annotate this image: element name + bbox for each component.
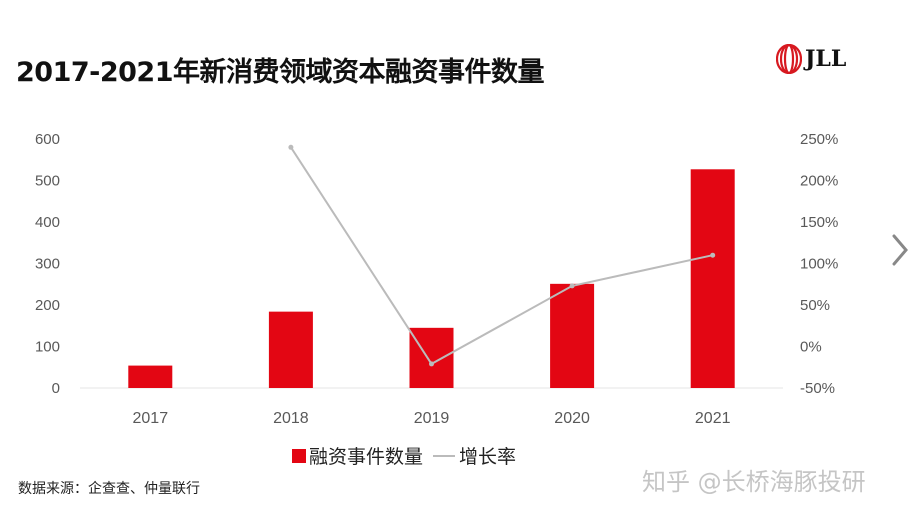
legend-swatch-bar [292,448,306,463]
bar [268,311,313,388]
growth-rate-point [710,252,716,258]
y-right-tick-label: 200% [800,173,838,190]
bar-line-chart: 0 100 200 300 400 500 600 -50% 0% 50% 100% 150% 200%… [35,131,838,427]
x-tick-label: 2020 [554,410,590,427]
y-right-tick-label: 50% [800,297,830,314]
jll-logo: JLL [776,44,846,74]
y-right-tick-label: 150% [800,214,838,231]
legend-label-bar: 融资事件数量 [309,446,424,468]
jll-logo-icon [776,44,802,74]
y-left-tick-label: 500 [35,173,60,190]
growth-rate-point [288,144,294,150]
y-left-tick-label: 400 [35,214,60,231]
y-right-tick-label: 100% [800,256,838,273]
legend-label-line: 增长率 [459,446,517,468]
watermark: 知乎 @长桥海豚投研 [642,468,866,496]
x-tick-label: 2017 [133,410,169,427]
page-title: 2017-2021年新消费领域资本融资事件数量 [16,57,545,88]
legend-swatch-line [433,454,456,457]
bar [128,365,173,388]
x-tick-label: 2021 [695,410,731,427]
x-tick-label: 2019 [414,410,450,427]
y-left-tick-label: 0 [52,380,60,397]
growth-rate-point [429,361,434,367]
x-tick-label: 2018 [273,410,309,427]
y-left-tick-label: 600 [35,131,60,148]
y-right-tick-label: 250% [800,131,838,148]
source-note: 数据来源：企查查、仲量联行 [18,481,200,497]
chevron-right-icon[interactable] [888,232,912,268]
legend: 融资事件数量 增长率 [292,442,516,469]
y-right-tick-label: 0% [800,339,822,356]
y-right-tick-label: -50% [800,380,835,397]
y-left-tick-label: 300 [35,256,60,273]
y-left-tick-label: 200 [35,297,60,314]
bar [550,283,595,388]
bar [690,169,735,388]
growth-rate-point [569,283,575,289]
growth-rate-line [290,146,713,366]
y-left-tick-label: 100 [35,339,60,356]
logo-text: JLL [805,46,847,72]
bar [409,327,454,388]
